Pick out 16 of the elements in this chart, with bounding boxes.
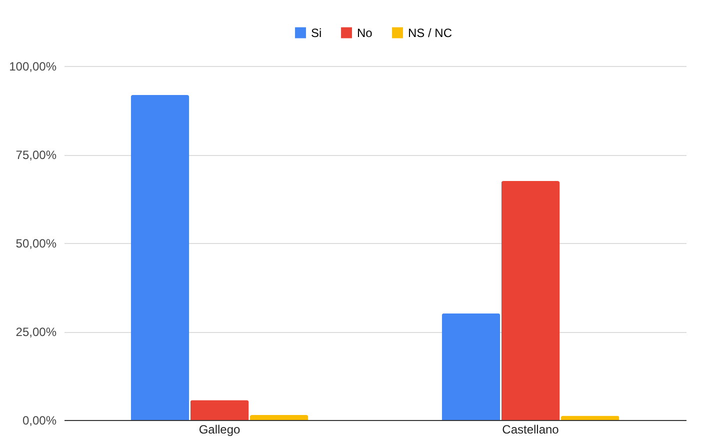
y-tick-label: 50,00% bbox=[16, 236, 57, 250]
bar bbox=[560, 416, 620, 420]
legend-label: Si bbox=[311, 26, 322, 40]
y-tick-label: 75,00% bbox=[16, 148, 57, 162]
y-tick-label: 100,00% bbox=[9, 60, 57, 74]
bar bbox=[442, 313, 500, 420]
y-tick-label: 0,00% bbox=[22, 414, 57, 428]
x-tick-label: Castellano bbox=[502, 422, 560, 436]
x-tick-label: Gallego bbox=[198, 422, 240, 436]
bar bbox=[501, 181, 560, 420]
bar bbox=[190, 400, 249, 420]
bar bbox=[250, 415, 308, 420]
bar bbox=[130, 95, 190, 420]
legend-label: No bbox=[357, 26, 373, 40]
y-tick-label: 25,00% bbox=[16, 325, 57, 339]
legend-label: NS / NC bbox=[408, 26, 452, 40]
